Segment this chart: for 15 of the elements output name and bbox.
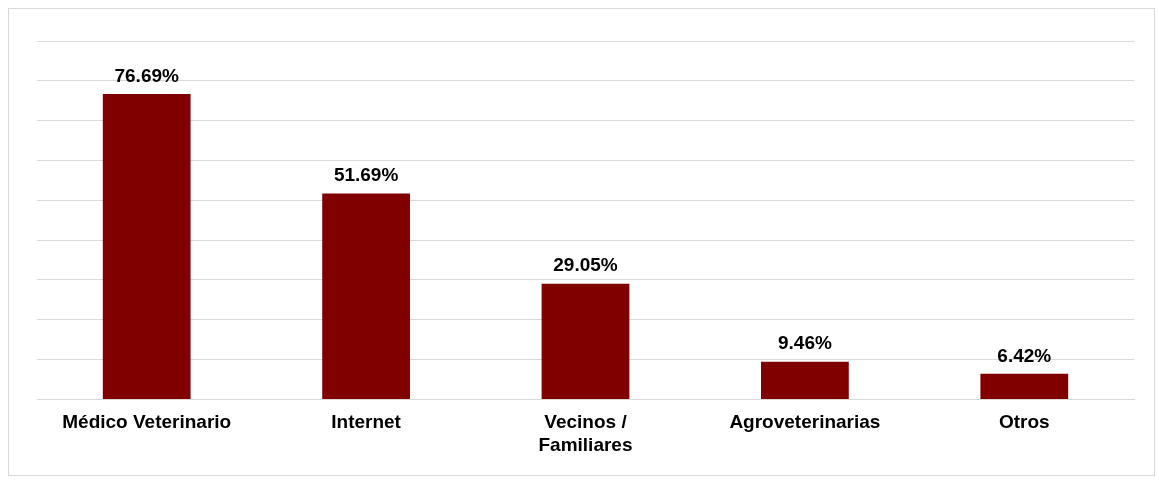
bar [322, 193, 410, 399]
x-tick-label: Otros [998, 411, 1050, 433]
data-label: 29.05% [553, 254, 618, 276]
x-tick-label: Médico Veterinario [62, 411, 232, 433]
x-tick-label: Vecinos / Familiares [538, 411, 633, 455]
bar [541, 283, 630, 399]
bar [980, 373, 1069, 399]
bar [761, 361, 849, 399]
data-label: 6.42% [997, 344, 1052, 366]
data-label: 9.46% [777, 332, 832, 354]
data-label: 76.69% [114, 64, 180, 86]
bar [102, 94, 191, 399]
x-tick-label: Internet [331, 411, 402, 433]
x-tick-label: Agroveterinarias [729, 411, 881, 433]
data-label: 51.69% [333, 164, 399, 186]
